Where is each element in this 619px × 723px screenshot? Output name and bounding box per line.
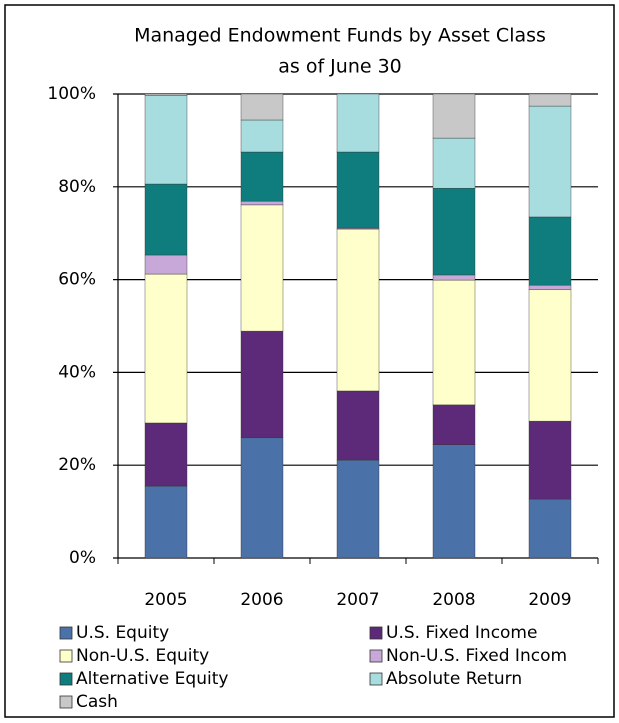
x-tick-label: 2005 bbox=[144, 590, 187, 610]
bar-segment bbox=[336, 93, 380, 153]
legend-swatch bbox=[369, 672, 383, 686]
bar-segment bbox=[240, 93, 284, 121]
legend-swatch bbox=[369, 626, 383, 640]
legend-swatch bbox=[59, 695, 73, 709]
legend-label: Cash bbox=[76, 692, 118, 712]
legend-swatch bbox=[369, 649, 383, 663]
bar-segment bbox=[240, 204, 284, 332]
x-tick-label: 2009 bbox=[528, 590, 571, 610]
legend-label: Alternative Equity bbox=[76, 669, 228, 689]
bar-segment bbox=[336, 459, 380, 559]
y-tick-label: 20% bbox=[58, 455, 96, 475]
legend-swatch bbox=[59, 626, 73, 640]
bar-segment bbox=[144, 273, 188, 424]
legend-label: Absolute Return bbox=[386, 669, 522, 689]
bar-segment bbox=[528, 216, 572, 286]
chart-frame bbox=[4, 4, 615, 718]
bar-segment bbox=[144, 485, 188, 559]
bar-segment bbox=[240, 119, 284, 153]
bar-segment bbox=[432, 279, 476, 406]
bar-segment bbox=[144, 95, 188, 185]
bar-segment bbox=[432, 137, 476, 189]
legend-label: Non-U.S. Equity bbox=[76, 646, 209, 666]
bar-segment bbox=[528, 93, 572, 107]
bar-segment bbox=[528, 284, 572, 291]
y-tick-label: 80% bbox=[58, 177, 96, 197]
bar-segment bbox=[336, 151, 380, 229]
x-tick-label: 2008 bbox=[432, 590, 475, 610]
bar-segment bbox=[528, 105, 572, 218]
legend-label: U.S. Fixed Income bbox=[386, 623, 537, 643]
y-tick-label: 100% bbox=[47, 84, 96, 104]
x-tick-label: 2006 bbox=[240, 590, 283, 610]
bar-segment bbox=[240, 437, 284, 559]
bar-segment bbox=[432, 444, 476, 559]
bar-segment bbox=[240, 200, 284, 206]
y-tick-label: 60% bbox=[58, 270, 96, 290]
legend-label: Non-U.S. Fixed Incom bbox=[386, 646, 567, 666]
y-tick-label: 0% bbox=[69, 548, 96, 568]
bar-segment bbox=[240, 330, 284, 439]
chart-subtitle: as of June 30 bbox=[278, 56, 402, 78]
bar-segment bbox=[432, 187, 476, 276]
bar-segment bbox=[432, 93, 476, 139]
bar-segment bbox=[240, 151, 284, 202]
legend-swatch bbox=[59, 649, 73, 663]
bar-segment bbox=[336, 390, 380, 461]
bar-segment bbox=[144, 183, 188, 256]
bar-segment bbox=[432, 274, 476, 281]
bar-segment bbox=[336, 228, 380, 392]
bar-segment bbox=[528, 498, 572, 559]
y-tick-label: 40% bbox=[58, 362, 96, 382]
bar-segment bbox=[144, 254, 188, 275]
x-tick-label: 2007 bbox=[336, 590, 379, 610]
bar-segment bbox=[528, 420, 572, 500]
bar-segment bbox=[144, 93, 188, 96]
legend-label: U.S. Equity bbox=[76, 623, 169, 643]
bar-segment bbox=[432, 404, 476, 445]
bar-segment bbox=[528, 289, 572, 422]
bar-segment bbox=[144, 422, 188, 487]
chart-title: Managed Endowment Funds by Asset Class bbox=[134, 25, 546, 47]
legend-swatch bbox=[59, 672, 73, 686]
